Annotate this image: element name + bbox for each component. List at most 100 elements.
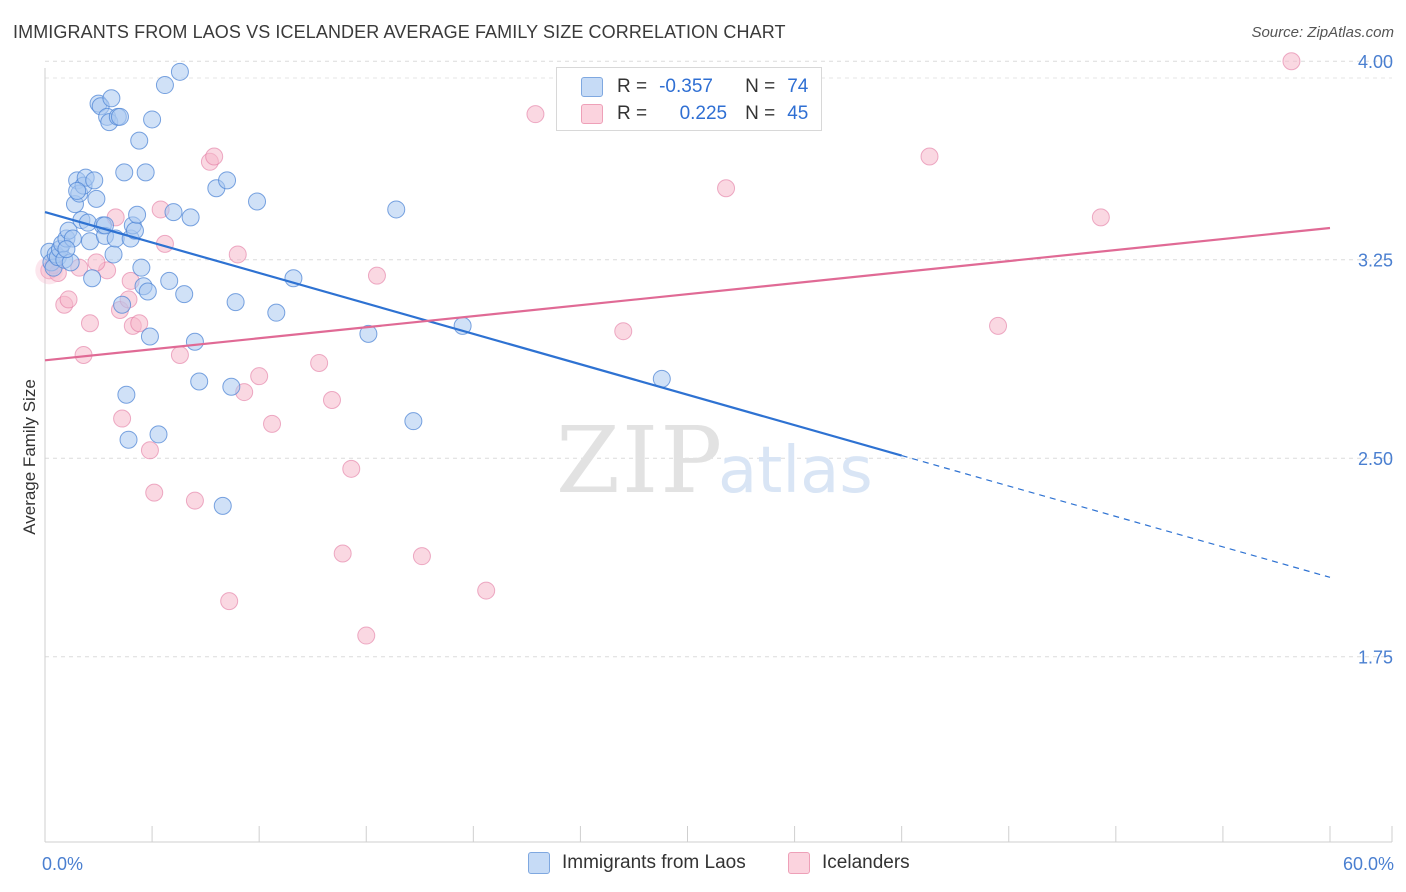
laos-point <box>155 76 174 95</box>
watermark-zip: ZIP <box>556 407 724 514</box>
laos-trend-line <box>44 211 902 457</box>
icelander-point <box>145 483 164 502</box>
laos-legend-swatch <box>528 852 550 874</box>
n-label: N = <box>745 76 776 97</box>
icelander-point <box>185 491 204 510</box>
icelander-point <box>250 367 269 386</box>
laos-point <box>119 430 138 449</box>
y-axis-label: Average Family Size <box>20 379 39 535</box>
laos-point <box>213 496 232 515</box>
laos-point <box>222 377 241 396</box>
r-label: R = <box>617 76 648 97</box>
laos-point <box>267 303 286 322</box>
icelander-point <box>263 414 282 433</box>
laos-point <box>117 385 136 404</box>
laos-points <box>40 62 671 515</box>
laos-point <box>175 285 194 304</box>
laos-point <box>181 208 200 227</box>
legend-label-laos: Immigrants from Laos <box>562 852 746 873</box>
icelanders-swatch <box>581 104 603 124</box>
laos-point <box>218 171 237 190</box>
laos-point <box>113 295 132 314</box>
y-tick-label: 2.50 <box>1358 449 1393 469</box>
laos-swatch <box>581 77 603 97</box>
icelander-point <box>357 626 376 645</box>
icelander-point <box>87 253 106 272</box>
laos-point <box>136 163 155 182</box>
icelanders-legend-swatch <box>788 852 810 874</box>
laos-point <box>115 163 134 182</box>
source-label: Source: ZipAtlas.com <box>1251 24 1394 41</box>
chart-title: IMMIGRANTS FROM LAOS VS ICELANDER AVERAG… <box>13 22 786 42</box>
x-tick-label: 0.0% <box>42 854 83 874</box>
icelander-point <box>412 547 431 566</box>
r-label: R = <box>617 103 648 124</box>
icelander-point <box>59 290 78 309</box>
icelander-point <box>920 147 939 166</box>
series-legend: Immigrants from Laos Icelanders <box>0 852 1406 878</box>
laos-point <box>140 327 159 346</box>
laos-point <box>359 324 378 343</box>
laos-point <box>102 89 121 108</box>
legend-item-icelanders[interactable]: Icelanders <box>788 852 910 874</box>
icelander-point <box>140 441 159 460</box>
icelander-point <box>205 147 224 166</box>
laos-point <box>110 107 129 126</box>
icelander-point <box>477 581 496 600</box>
laos-point <box>226 293 245 312</box>
watermark: ZIP atlas <box>556 407 873 514</box>
laos-point <box>190 372 209 391</box>
laos-point <box>83 269 102 288</box>
laos-point <box>68 181 87 200</box>
watermark-atlas: atlas <box>718 434 873 508</box>
icelander-point <box>342 459 361 478</box>
icelander-point <box>717 179 736 198</box>
n-label: N = <box>745 103 776 124</box>
laos-point <box>57 240 76 259</box>
y-tick-label: 4.00 <box>1358 52 1393 72</box>
laos-point <box>387 200 406 219</box>
gridlines <box>45 60 1392 658</box>
laos-trend-extension <box>901 455 1331 578</box>
icelander-point <box>80 314 99 333</box>
icelander-point <box>310 353 329 372</box>
laos-point <box>149 425 168 444</box>
r-value: -0.357 <box>659 76 713 97</box>
icelanders-trend-line <box>44 226 1331 362</box>
icelander-point <box>1282 52 1301 71</box>
laos-point <box>404 412 423 431</box>
laos-point <box>164 203 183 222</box>
icelander-point <box>1091 208 1110 227</box>
icelander-point <box>333 544 352 563</box>
r-value: 0.225 <box>679 103 728 124</box>
legend-label-icelanders: Icelanders <box>822 852 910 873</box>
laos-point <box>87 189 106 208</box>
laos-point <box>248 192 267 211</box>
y-tick-label: 1.75 <box>1358 648 1393 668</box>
icelander-point <box>130 314 149 333</box>
laos-point <box>170 62 189 81</box>
y-tick-label: 3.25 <box>1358 251 1393 271</box>
legend-row-laos: R = -0.357 N = 74 <box>557 74 808 100</box>
laos-point <box>80 232 99 251</box>
laos-point <box>130 131 149 150</box>
icelander-point <box>614 322 633 341</box>
icelander-point <box>989 316 1008 335</box>
laos-point <box>160 271 179 290</box>
laos-point <box>104 245 123 264</box>
icelander-point <box>170 346 189 365</box>
axes: 1.75 2.50 3.25 4.00 0.0% 60.0% <box>42 52 1394 874</box>
x-tick-label: 60.0% <box>1343 854 1394 874</box>
laos-point <box>132 258 151 277</box>
n-value: 74 <box>787 76 809 97</box>
icelander-point <box>228 245 247 264</box>
icelander-point <box>220 592 239 611</box>
laos-point <box>85 171 104 190</box>
icelander-point <box>322 391 341 410</box>
laos-point <box>138 282 157 301</box>
legend-item-laos[interactable]: Immigrants from Laos <box>528 852 746 874</box>
n-value: 45 <box>787 103 809 124</box>
legend-row-icelanders: R = 0.225 N = 45 <box>557 101 808 127</box>
laos-point <box>143 110 162 129</box>
